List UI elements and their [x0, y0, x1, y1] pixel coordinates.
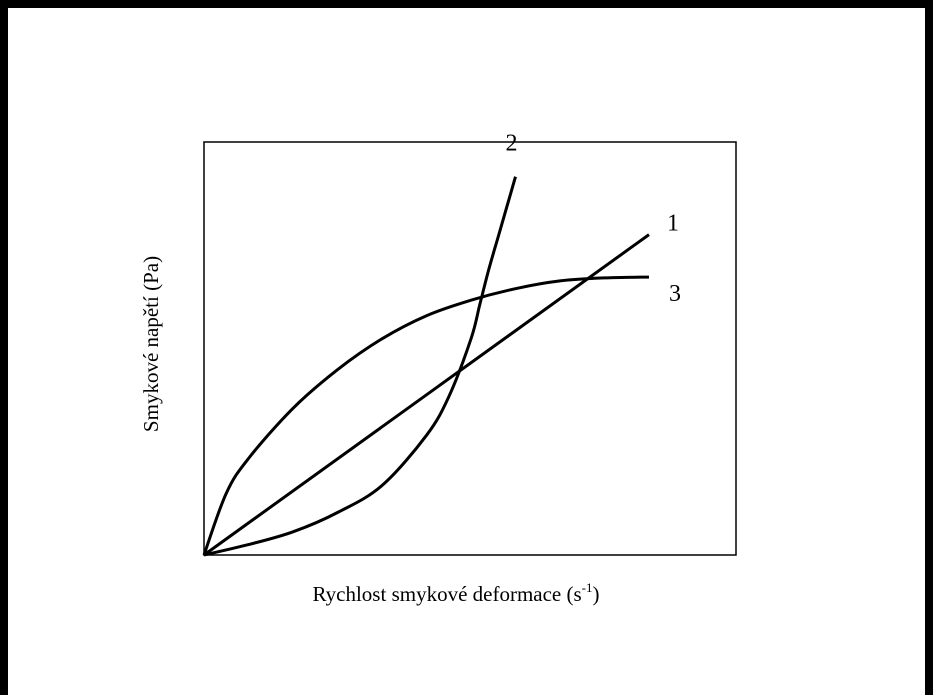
x-axis-label-superscript: -1 [582, 580, 593, 595]
label-layer: 1 2 3 [506, 131, 682, 307]
series-layer [202, 176, 650, 557]
x-axis-label: Rychlost smykové deformace (s-1) [312, 580, 599, 606]
series-label-1: 1 [667, 211, 679, 237]
series-label-2: 2 [506, 131, 518, 157]
x-axis-label-text: Rychlost smykové deformace (s [312, 582, 581, 606]
series-line-3 [202, 275, 650, 556]
x-axis-label-end: ) [593, 582, 600, 606]
series-line-2 [203, 176, 517, 557]
series-line-1 [203, 233, 650, 557]
y-axis-label: Smykové napětí (Pa) [139, 256, 163, 432]
plot-area [203, 141, 737, 556]
series-label-3: 3 [669, 281, 681, 307]
